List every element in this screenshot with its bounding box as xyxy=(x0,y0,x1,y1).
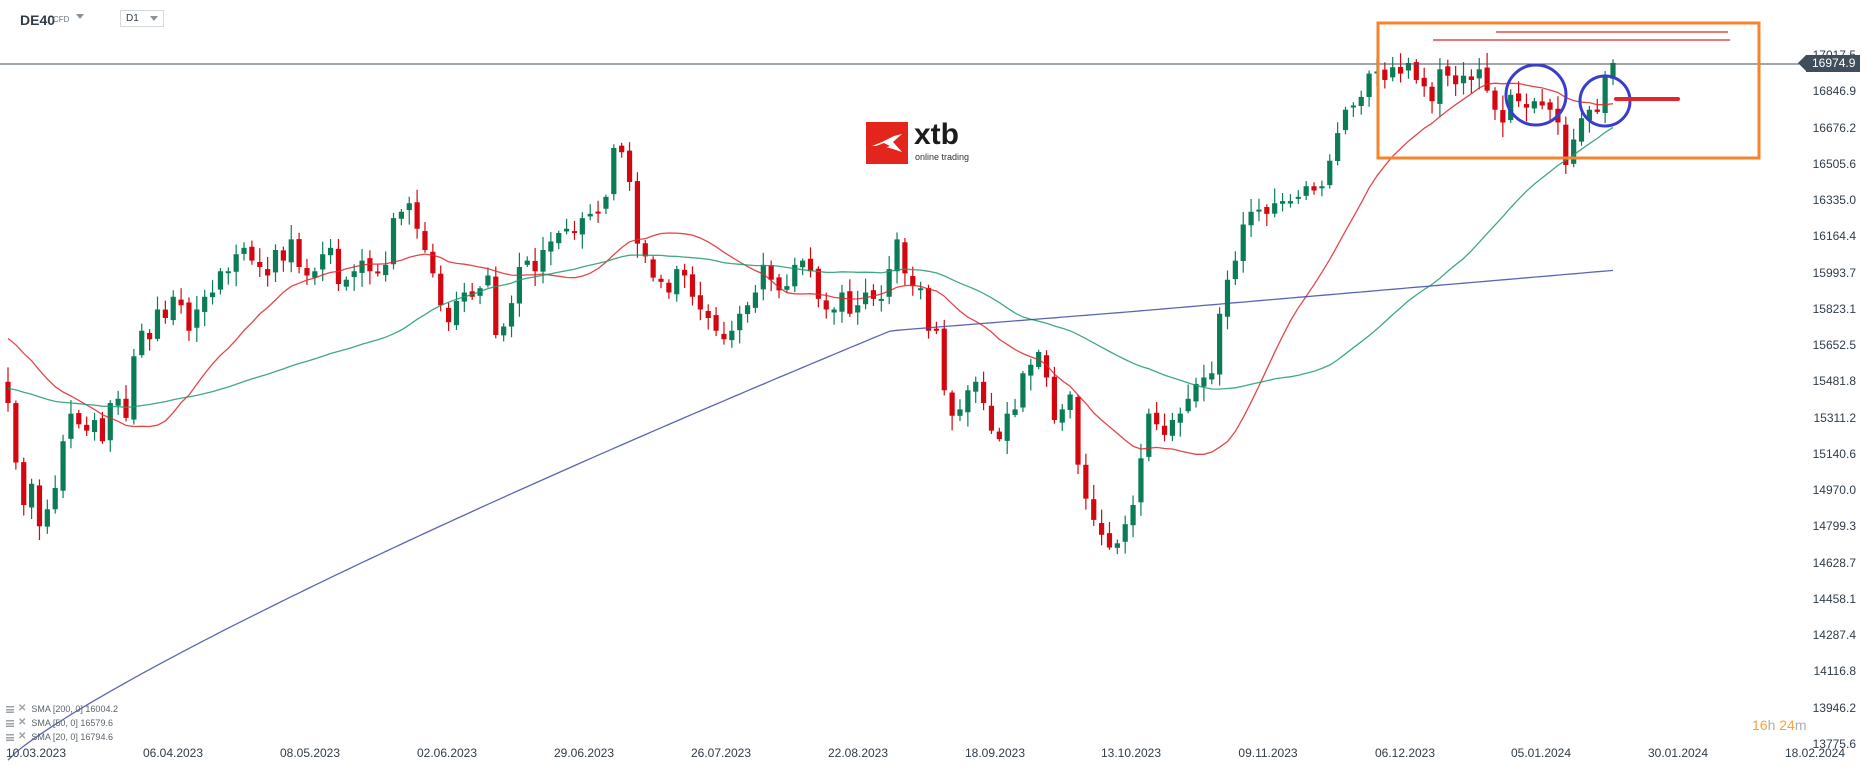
price-tick-label: 14287.4 xyxy=(1812,628,1856,643)
logo-tagline: online trading xyxy=(915,152,970,162)
price-tick-label: 16164.4 xyxy=(1812,229,1856,244)
price-tick-label: 15481.8 xyxy=(1812,374,1856,389)
close-icon[interactable]: ✕ xyxy=(18,731,27,742)
indicator-label: SMA [50, 0] 16579.6 xyxy=(31,718,113,728)
current-price-tag: 16974.9 xyxy=(1797,55,1861,72)
price-tick-label: 15823.1 xyxy=(1812,301,1856,316)
date-tick-label: 29.06.2023 xyxy=(553,746,615,760)
indicator-sma200: ✕ SMA [200, 0] 16004.2 xyxy=(6,702,118,716)
price-tick-label: 15140.6 xyxy=(1812,446,1856,461)
date-tick-label: 22.08.2023 xyxy=(827,746,889,760)
date-tick-label: 26.07.2023 xyxy=(690,746,752,760)
indicator-label: SMA [20, 0] 16794.6 xyxy=(31,732,113,742)
indicator-label: SMA [200, 0] 16004.2 xyxy=(31,704,118,714)
symbol-type-label: CFD xyxy=(53,15,70,24)
menu-icon[interactable] xyxy=(6,719,14,727)
menu-icon[interactable] xyxy=(6,733,14,741)
indicator-sma20: ✕ SMA [20, 0] 16794.6 xyxy=(6,730,118,744)
timeframe-select[interactable]: D1 xyxy=(120,10,164,27)
date-tick-label: 13.10.2023 xyxy=(1100,746,1162,760)
symbol-dropdown-chevron-icon[interactable] xyxy=(76,14,84,19)
logo-wordmark: xtb xyxy=(914,118,959,151)
symbol-name[interactable]: DE40 xyxy=(20,12,56,28)
annotation-box xyxy=(1376,21,1761,160)
candle-countdown: 16h 24m xyxy=(1752,717,1807,733)
countdown-hours: 16 xyxy=(1752,717,1768,733)
countdown-minutes: 24 xyxy=(1779,717,1795,733)
menu-icon[interactable] xyxy=(6,705,14,713)
price-tick-label: 16505.6 xyxy=(1812,156,1856,171)
date-tick-label: 02.06.2023 xyxy=(416,746,478,760)
indicator-legend: ✕ SMA [200, 0] 16004.2 ✕ SMA [50, 0] 165… xyxy=(6,702,118,744)
close-icon[interactable]: ✕ xyxy=(18,703,27,714)
price-tick-label: 14628.7 xyxy=(1812,555,1856,570)
xtb-logo: xtb online trading xyxy=(866,118,974,166)
price-tick-label: 14116.8 xyxy=(1813,664,1857,679)
price-tick-label: 16676.2 xyxy=(1812,120,1856,135)
close-icon[interactable]: ✕ xyxy=(18,717,27,728)
date-tick-label: 30.01.2024 xyxy=(1647,746,1709,760)
price-tick-label: 14799.3 xyxy=(1812,519,1856,534)
price-tick-label: 16335.0 xyxy=(1812,193,1856,208)
timeframe-value: D1 xyxy=(126,13,139,24)
price-tick-label: 15311.2 xyxy=(1813,410,1857,425)
logo-mark-icon xyxy=(866,122,908,164)
chart-toolbar: DE40 CFD D1 xyxy=(0,0,1866,38)
price-tick-label: 15993.7 xyxy=(1812,265,1856,280)
date-tick-label: 08.05.2023 xyxy=(279,746,341,760)
price-tick-label: 15652.5 xyxy=(1812,338,1856,353)
price-tick-label: 14458.1 xyxy=(1812,591,1856,606)
price-tick-label: 13775.6 xyxy=(1812,737,1856,751)
date-tick-label: 18.09.2023 xyxy=(964,746,1026,760)
date-tick-label: 18.02.2024 xyxy=(1784,746,1846,760)
date-tick-label: 10.03.2023 xyxy=(5,746,67,760)
price-tick-label: 14970.0 xyxy=(1812,483,1856,498)
indicator-sma50: ✕ SMA [50, 0] 16579.6 xyxy=(6,716,118,730)
date-tick-label: 06.04.2023 xyxy=(142,746,204,760)
date-tick-label: 09.11.2023 xyxy=(1238,746,1298,760)
chevron-down-icon xyxy=(150,16,158,21)
price-tick-label: 16846.9 xyxy=(1812,84,1856,99)
price-tick-label: 13946.2 xyxy=(1812,700,1856,715)
date-tick-label: 05.01.2024 xyxy=(1510,746,1572,760)
date-tick-label: 06.12.2023 xyxy=(1374,746,1436,760)
